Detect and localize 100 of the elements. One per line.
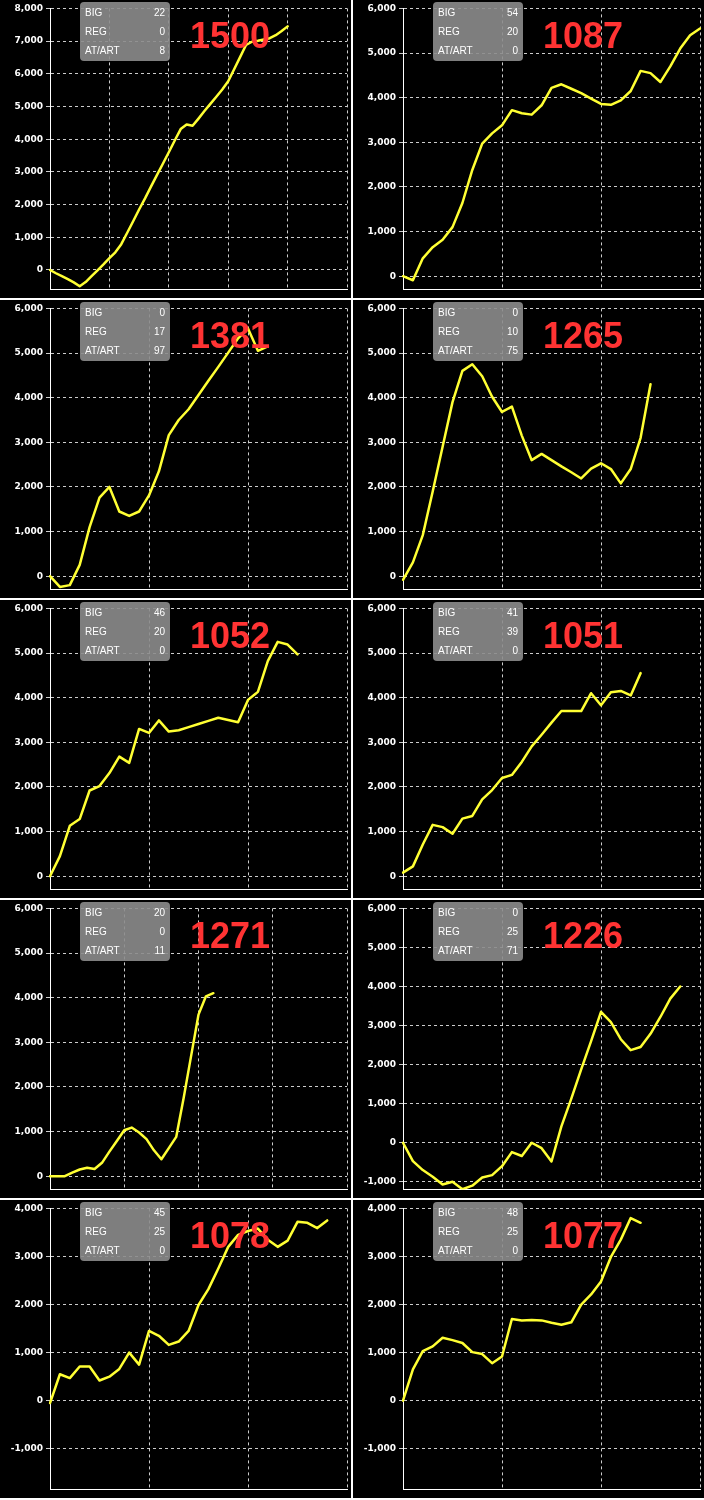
y-tick-label: 6,000 [14, 602, 43, 613]
chart-title: 1271 [190, 915, 271, 956]
y-tick-label: 0 [389, 1137, 396, 1148]
annotation: 45 [153, 1206, 165, 1220]
annotation: 25 [153, 1225, 165, 1239]
y-tick-label: 6,000 [14, 68, 43, 79]
y-tick-label: 1,000 [14, 1346, 43, 1357]
y-tick-label: 6,000 [367, 602, 396, 613]
y-tick-label: 5,000 [14, 947, 43, 958]
y-tick-label: 2,000 [14, 781, 43, 792]
annotation: 20 [153, 625, 165, 639]
annotation: AT/ART [438, 44, 473, 58]
annotation: 11 [154, 944, 165, 958]
annotation: AT/ART [85, 44, 120, 58]
annotation: REG [438, 625, 460, 639]
annotation: AT/ART [438, 944, 473, 958]
y-tick-label: 1,000 [14, 525, 43, 536]
y-tick-label: 2,000 [367, 481, 396, 492]
annotation: BIG [438, 1206, 456, 1220]
y-tick-label: 3,000 [367, 436, 396, 447]
annotation: AT/ART [85, 944, 120, 958]
annotation: 8 [159, 44, 165, 58]
y-tick-label: 3,000 [367, 1250, 396, 1261]
chart-title: 1265 [543, 315, 624, 356]
y-tick-label: 6,000 [367, 2, 396, 13]
annotation: 0 [159, 1244, 165, 1258]
annotation: 39 [506, 625, 518, 639]
y-tick-label: 8,000 [14, 2, 43, 13]
annotation: 0 [512, 44, 518, 58]
annotation: 0 [159, 25, 165, 39]
y-tick-label: 6,000 [367, 902, 396, 913]
y-tick-label: 1,000 [367, 825, 396, 836]
annotation: AT/ART [85, 344, 120, 358]
annotation: 48 [506, 1206, 518, 1220]
y-tick-label: 1,000 [14, 1125, 43, 1136]
annotation: 0 [512, 906, 518, 920]
annotation: 0 [512, 644, 518, 658]
y-tick-label: 4,000 [367, 1202, 396, 1213]
y-tick-label: -1,000 [363, 1443, 396, 1454]
y-tick-label: 2,000 [14, 1081, 43, 1092]
y-tick-label: 1,000 [367, 1098, 396, 1109]
annotation: 17 [153, 325, 165, 339]
y-tick-label: 4,000 [14, 692, 43, 703]
annotation: REG [438, 25, 460, 39]
y-tick-label: 6,000 [14, 902, 43, 913]
y-tick-label: 2,000 [14, 1298, 43, 1309]
y-tick-label: 0 [389, 1395, 396, 1406]
y-tick-label: 5,000 [14, 100, 43, 111]
y-tick-label: 4,000 [367, 692, 396, 703]
annotation: BIG [85, 606, 103, 620]
y-tick-label: 0 [36, 1395, 43, 1406]
y-tick-label: 6,000 [14, 302, 43, 313]
y-tick-label: 1,000 [14, 231, 43, 242]
y-tick-label: 2,000 [367, 1298, 396, 1309]
y-tick-label: 3,000 [14, 166, 43, 177]
chart-title: 1077 [543, 1215, 624, 1256]
annotation: BIG [438, 6, 456, 20]
y-tick-label: 3,000 [14, 1250, 43, 1261]
y-tick-label: -1,000 [363, 1176, 396, 1187]
y-tick-label: 2,000 [14, 198, 43, 209]
annotation: BIG [85, 906, 103, 920]
y-tick-label: 1,000 [367, 1346, 396, 1357]
y-tick-label: 6,000 [367, 302, 396, 313]
annotation: BIG [438, 306, 456, 320]
annotation: REG [85, 625, 107, 639]
y-tick-label: 1,000 [367, 225, 396, 236]
annotation: 0 [512, 306, 518, 320]
y-tick-label: 3,000 [367, 736, 396, 747]
annotation: 97 [153, 344, 165, 358]
annotation: 22 [153, 6, 165, 20]
annotation: REG [85, 925, 107, 939]
y-tick-label: 5,000 [367, 941, 396, 952]
annotation: 71 [506, 944, 518, 958]
y-tick-label: 7,000 [14, 35, 43, 46]
y-tick-label: 5,000 [367, 647, 396, 658]
y-tick-label: 5,000 [367, 347, 396, 358]
annotation: BIG [438, 906, 456, 920]
annotation: 75 [506, 344, 518, 358]
chart-title: 1051 [543, 615, 624, 656]
y-tick-label: 5,000 [367, 47, 396, 58]
y-tick-label: 4,000 [367, 980, 396, 991]
y-tick-label: 5,000 [14, 347, 43, 358]
annotation: AT/ART [85, 644, 120, 658]
y-tick-label: 4,000 [14, 392, 43, 403]
y-tick-label: -1,000 [10, 1443, 43, 1454]
annotation: REG [85, 1225, 107, 1239]
y-tick-label: 4,000 [14, 1202, 43, 1213]
y-tick-label: 0 [36, 1170, 43, 1181]
annotation: REG [85, 325, 107, 339]
annotation: REG [438, 1225, 460, 1239]
annotation: 54 [506, 6, 518, 20]
annotation: BIG [85, 1206, 103, 1220]
y-tick-label: 1,000 [14, 825, 43, 836]
annotation: BIG [85, 306, 103, 320]
annotation: 0 [159, 306, 165, 320]
annotation: AT/ART [85, 1244, 120, 1258]
y-tick-label: 4,000 [14, 133, 43, 144]
annotation: REG [438, 925, 460, 939]
annotation: AT/ART [438, 1244, 473, 1258]
y-tick-label: 4,000 [367, 92, 396, 103]
